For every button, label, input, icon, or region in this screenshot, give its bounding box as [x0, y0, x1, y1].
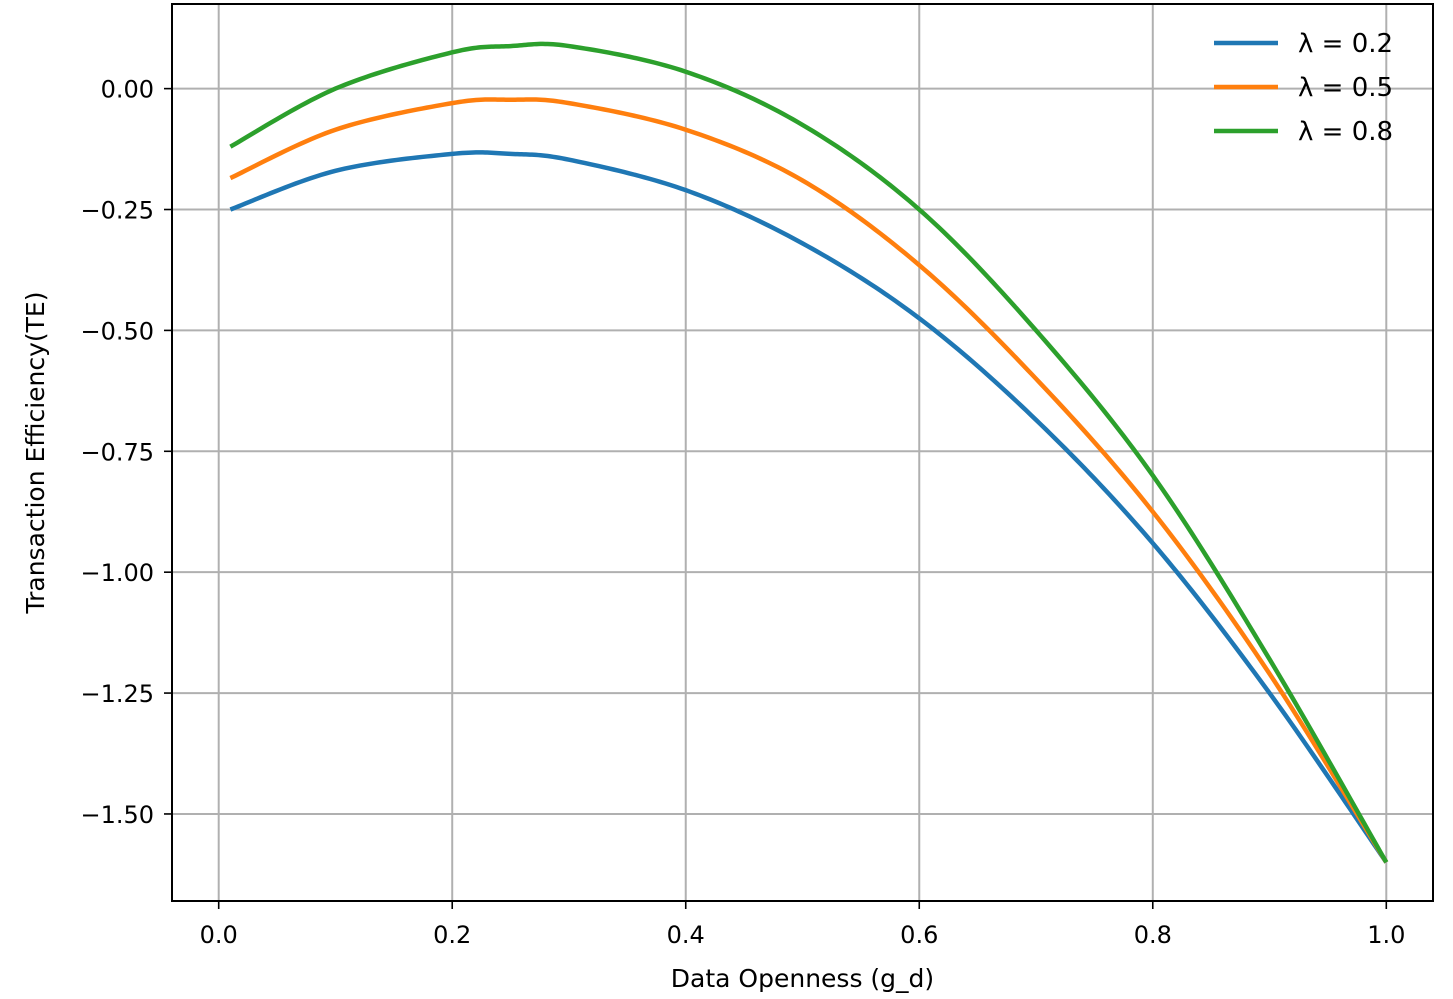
x-axis-label: Data Openness (g_d) [671, 964, 934, 993]
grid [172, 4, 1433, 901]
x-axis-ticks: 0.0 0.2 0.4 0.6 0.8 1.0 [200, 901, 1405, 949]
series-line-2 [229, 97, 1389, 864]
y-tick-label: −0.25 [80, 197, 154, 225]
y-tick-label: −1.50 [80, 801, 154, 829]
x-tick-label: 0.0 [200, 921, 238, 949]
y-tick-label: −1.25 [80, 680, 154, 708]
series-line-3 [229, 41, 1389, 864]
series-line-1 [229, 150, 1389, 864]
legend-label-1: λ = 0.2 [1298, 29, 1393, 59]
legend-label-3: λ = 0.8 [1298, 117, 1393, 147]
legend-label-2: λ = 0.5 [1298, 73, 1393, 103]
y-tick-label: −1.00 [80, 559, 154, 587]
y-tick-label: −0.75 [80, 438, 154, 466]
y-axis-ticks: 0.00 −0.25 −0.50 −0.75 −1.00 −1.25 −1.50 [80, 76, 172, 829]
series-lines [229, 41, 1389, 864]
legend: λ = 0.2 λ = 0.5 λ = 0.8 [1214, 29, 1393, 147]
plot-frame [171, 3, 1434, 902]
x-tick-label: 0.8 [1134, 921, 1172, 949]
x-tick-label: 1.0 [1367, 921, 1405, 949]
y-tick-label: −0.50 [80, 317, 154, 345]
y-tick-label: 0.00 [101, 76, 154, 104]
y-axis-label: Transaction Efficiency(TE) [21, 292, 50, 615]
x-tick-label: 0.6 [900, 921, 938, 949]
x-tick-label: 0.4 [667, 921, 705, 949]
x-tick-label: 0.2 [433, 921, 471, 949]
